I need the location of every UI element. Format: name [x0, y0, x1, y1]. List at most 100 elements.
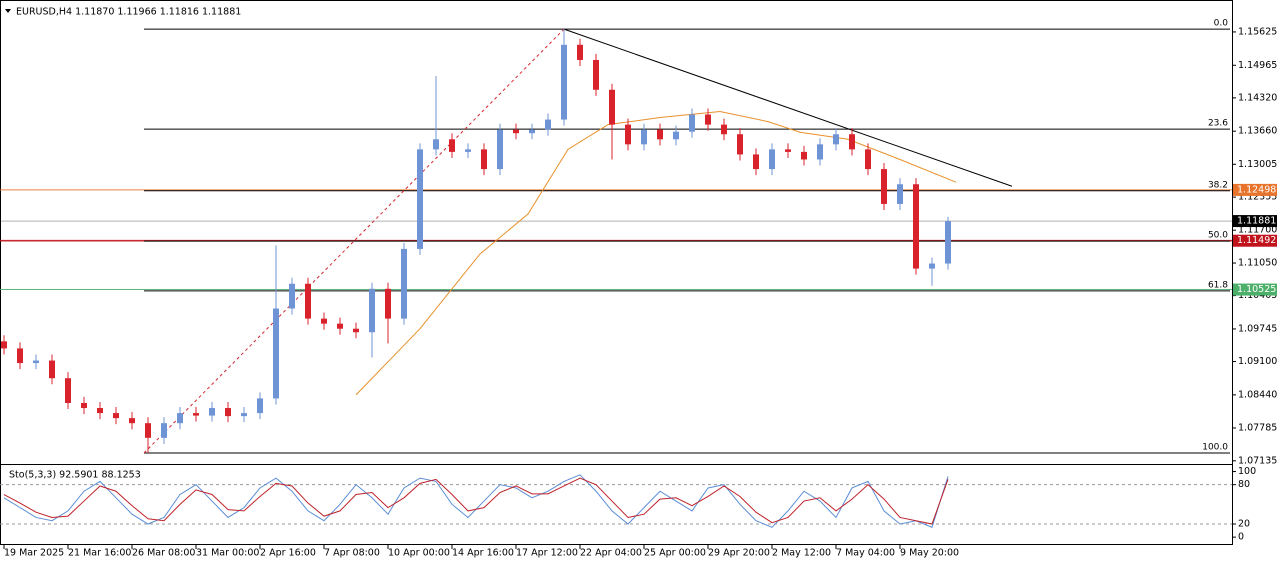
price-label: 1.11492 [1237, 235, 1276, 246]
candle-body [17, 348, 23, 364]
candle-body [241, 413, 247, 417]
fib-label: 38.2 [1208, 180, 1228, 190]
candle-body [209, 408, 215, 416]
candle-body [1, 341, 7, 349]
y-tick-label: 1.10405 [1238, 290, 1277, 301]
stochastic-line [3, 477, 949, 525]
y-tick-label: 1.12355 [1238, 192, 1277, 203]
y-tick-label: 0 [1238, 532, 1244, 543]
price-label-box [1233, 183, 1277, 196]
candle-body [689, 114, 695, 132]
candle-body [561, 44, 567, 120]
candle-body [465, 149, 471, 152]
candle-body [65, 378, 71, 403]
candle-body [145, 423, 151, 438]
x-tick-label: 2 Apr 16:00 [260, 548, 316, 559]
candle-body [657, 129, 663, 140]
candle-body [529, 129, 535, 134]
y-tick-label: 1.13660 [1238, 126, 1277, 137]
x-tick-label: 2 May 12:00 [772, 548, 831, 559]
plot-frame [0, 0, 1233, 545]
y-tick-label: 1.11050 [1238, 258, 1277, 269]
indicator-title: Sto(5,3,3) 92.5901 88.1253 [9, 470, 141, 481]
x-tick-label: 29 Apr 20:00 [708, 548, 770, 559]
y-tick-label: 1.15625 [1238, 26, 1277, 37]
candle-body [833, 134, 839, 145]
candle-body [321, 318, 327, 324]
candle-body [881, 169, 887, 204]
y-tick-label: 1.14965 [1238, 60, 1277, 71]
candle-body [545, 119, 551, 130]
candle-body [433, 139, 439, 150]
x-tick-label: 9 May 20:00 [900, 548, 959, 559]
candle-body [417, 149, 423, 249]
candle-body [177, 413, 183, 424]
candle-body [593, 59, 599, 90]
y-tick-label: 1.08440 [1238, 389, 1277, 400]
candle-body [273, 308, 279, 399]
candle-body [577, 44, 583, 60]
candle-body [609, 89, 615, 125]
candle-body [305, 283, 311, 319]
fib-label: 100.0 [1202, 442, 1228, 452]
candle-body [33, 360, 39, 364]
candle-body [625, 124, 631, 145]
candle-body [865, 149, 871, 170]
x-tick-label: 26 Mar 08:00 [132, 548, 195, 559]
y-tick-label: 1.11700 [1238, 225, 1277, 236]
fib-label: 50.0 [1208, 231, 1228, 241]
price-label-box [1233, 283, 1277, 296]
candle-body [945, 221, 951, 264]
price-label-box [1233, 234, 1277, 247]
x-tick-label: 7 Apr 08:00 [324, 548, 380, 559]
x-tick-label: 19 Mar 2025 [4, 548, 64, 559]
chart-title: EURUSD,H4 1.11870 1.11966 1.11816 1.1188… [16, 7, 241, 18]
candle-body [49, 360, 55, 379]
candle-body [225, 408, 231, 417]
candle-body [369, 288, 375, 333]
y-tick-label: 1.09100 [1238, 356, 1277, 367]
trend-line [563, 28, 1013, 187]
candle-body [801, 151, 807, 160]
candle-body [481, 149, 487, 170]
y-tick-label: 1.09745 [1238, 323, 1277, 334]
candle-body [81, 402, 87, 409]
y-tick-label: 1.07135 [1238, 455, 1277, 466]
symbol-menu[interactable] [5, 9, 11, 13]
y-tick-label: 1.07785 [1238, 422, 1277, 433]
x-tick-label: 21 Mar 16:00 [68, 548, 131, 559]
candle-body [257, 398, 263, 414]
price-label: 1.11881 [1237, 216, 1276, 227]
candle-body [737, 134, 743, 155]
candle-body [401, 248, 407, 319]
candle-body [385, 288, 391, 319]
fib-label: 23.6 [1208, 119, 1228, 129]
candle-body [449, 139, 455, 152]
candle-body [913, 184, 919, 269]
moving-average [355, 110, 957, 396]
x-tick-label: 17 Apr 12:00 [516, 548, 578, 559]
candle-body [705, 114, 711, 125]
candle-body [97, 408, 103, 414]
candle-body [817, 144, 823, 160]
candle-body [929, 263, 935, 269]
candle-body [897, 184, 903, 204]
price-label: 1.10525 [1237, 284, 1276, 295]
candle-body [785, 149, 791, 152]
candle-body [641, 129, 647, 145]
price-label: 1.12498 [1237, 184, 1276, 195]
candle-body [161, 423, 167, 438]
candle-body [497, 129, 503, 170]
candle-body [753, 154, 759, 170]
candle-body [673, 131, 679, 140]
x-tick-label: 22 Apr 04:00 [580, 548, 642, 559]
y-tick-label: 1.13005 [1238, 159, 1277, 170]
y-tick-label: 20 [1238, 519, 1250, 530]
x-tick-label: 10 Apr 00:00 [388, 548, 450, 559]
candle-body [129, 418, 135, 424]
y-tick-label: 1.14320 [1238, 92, 1277, 103]
candle-body [113, 413, 119, 419]
candle-body [721, 124, 727, 135]
